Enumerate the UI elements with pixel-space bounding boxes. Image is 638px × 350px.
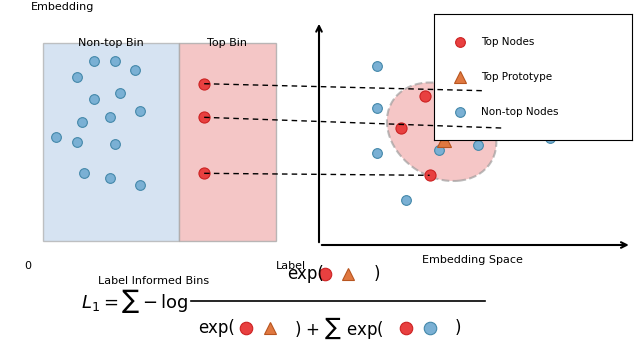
Ellipse shape [387,83,496,181]
Text: Top Bin: Top Bin [207,38,247,48]
Text: exp(: exp( [287,265,324,282]
Text: Label Informed Bins: Label Informed Bins [98,276,209,286]
Text: Embedding Space: Embedding Space [422,255,523,265]
Bar [179,43,276,240]
Text: Top Prototype: Top Prototype [481,72,553,82]
Text: Embedding: Embedding [31,2,94,12]
Text: ): ) [373,265,380,282]
Text: Non-top Bin: Non-top Bin [78,38,144,48]
Bar [43,43,179,240]
Text: ): ) [454,320,461,337]
Text: Top Nodes: Top Nodes [481,37,535,47]
Text: exp(: exp( [198,320,235,337]
Text: 0: 0 [25,261,31,271]
Text: Non-top Nodes: Non-top Nodes [481,107,559,117]
Text: $L_1 = \sum -\log$: $L_1 = \sum -\log$ [80,287,188,315]
Text: Label: Label [276,261,306,271]
Text: ) + $\sum$ exp(: ) + $\sum$ exp( [294,316,384,341]
